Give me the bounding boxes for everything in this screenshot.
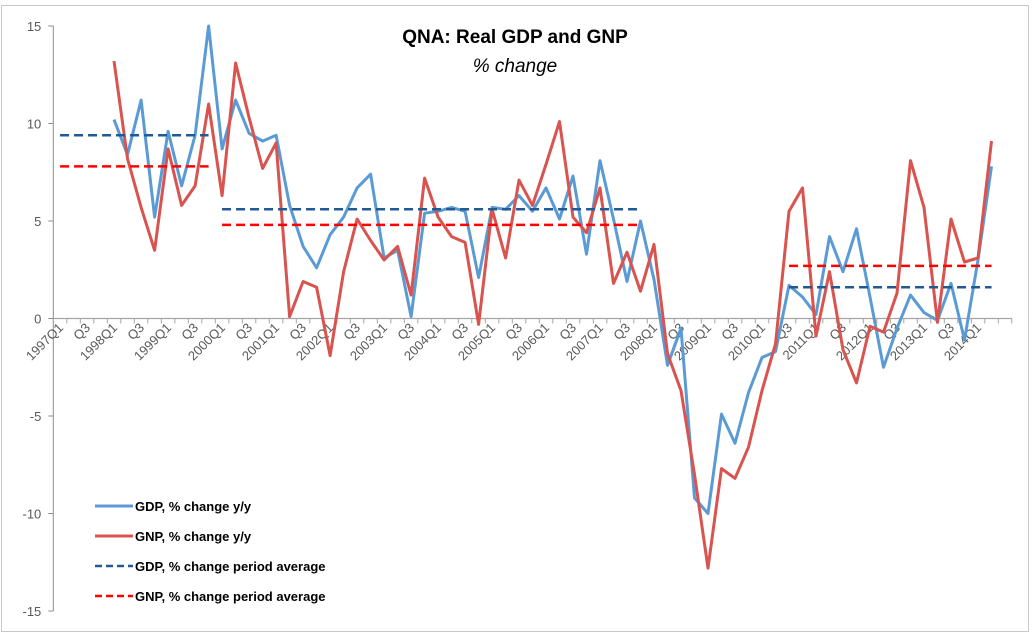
legend-label: GNP, % change period average <box>135 589 326 604</box>
y-tick-label: 10 <box>27 117 41 132</box>
series-line-gnp <box>112 60 993 570</box>
chart-frame <box>1 5 1029 632</box>
chart-subtitle: % change <box>473 56 558 77</box>
legend-label: GNP, % change y/y <box>135 529 252 544</box>
series-line-gdp <box>112 24 993 515</box>
y-tick-label: -5 <box>30 409 42 424</box>
x-tick-label: 1997Q1 <box>23 320 66 363</box>
chart-title: QNA: Real GDP and GNP <box>402 27 628 48</box>
y-tick-label: -10 <box>23 507 42 522</box>
y-tick-label: 0 <box>34 312 41 327</box>
y-tick-label: -15 <box>23 604 42 619</box>
legend-label: GDP, % change y/y <box>135 499 252 514</box>
y-tick-label: 15 <box>27 19 41 34</box>
y-tick-label: 5 <box>34 214 41 229</box>
legend-label: GDP, % change period average <box>135 559 326 574</box>
